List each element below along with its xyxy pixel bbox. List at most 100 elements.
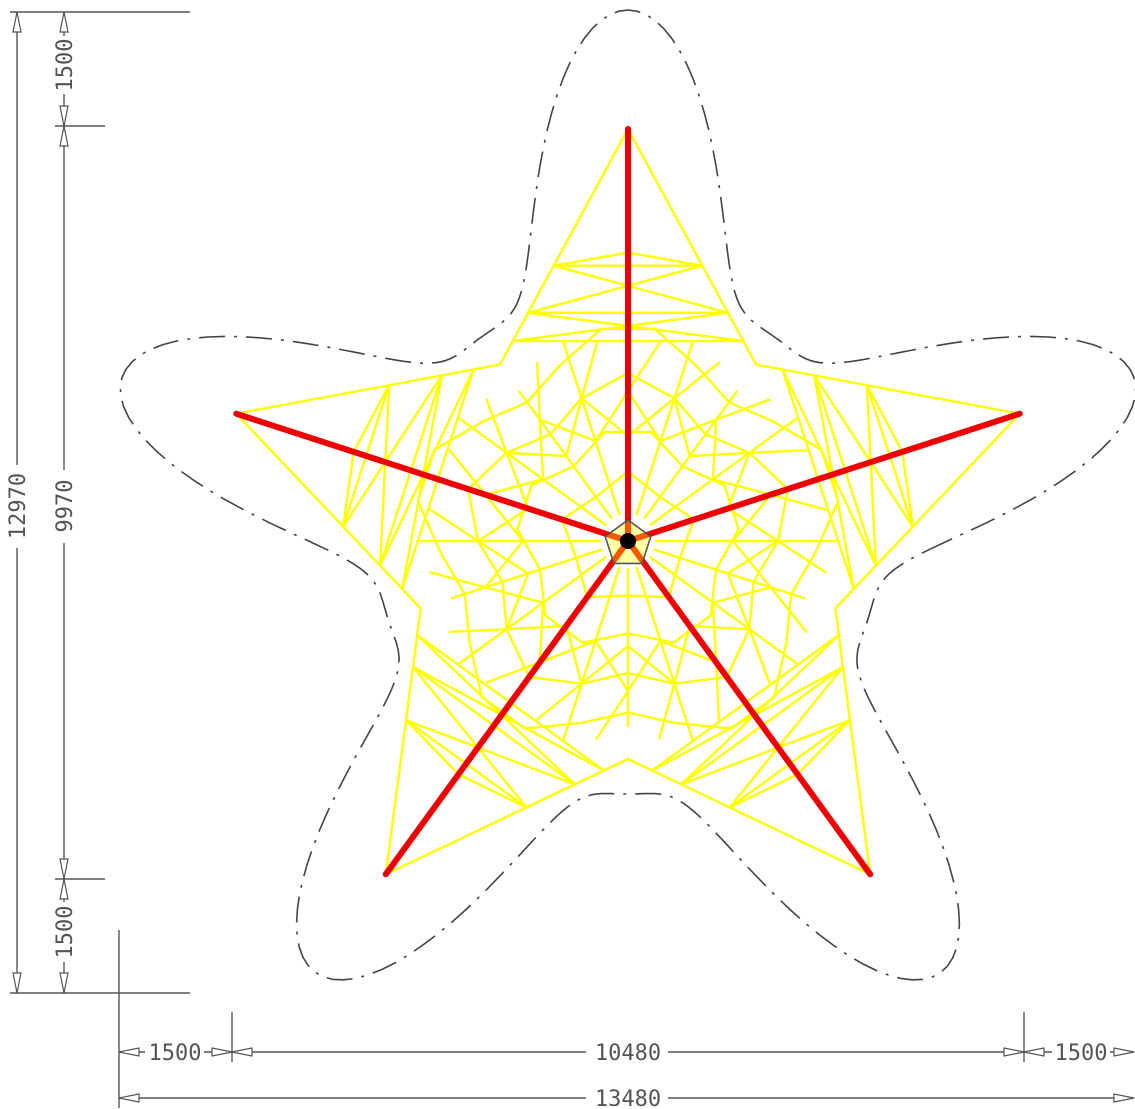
net-outline-rope xyxy=(626,757,872,876)
arrow-total-width-right xyxy=(1113,1093,1135,1103)
net-arm-diagonal xyxy=(342,450,355,528)
net-cross-rope xyxy=(748,628,771,684)
net-ring-rope xyxy=(673,397,707,436)
net-ring-rope xyxy=(433,420,485,452)
net-ring-rope xyxy=(516,528,542,571)
central-hub xyxy=(620,533,636,549)
net-ring-rope xyxy=(752,539,780,583)
net-cross-rope xyxy=(726,539,780,575)
net-cross-rope xyxy=(448,628,508,633)
net-outline-rope xyxy=(498,127,630,366)
net-arm-diagonal xyxy=(404,718,576,786)
arrow-top-clearance-bottom xyxy=(59,105,69,127)
net-ring-rope xyxy=(626,632,675,644)
net-ring-rope xyxy=(653,327,699,368)
net-ring-rope xyxy=(463,592,471,643)
arrow-total-width-left xyxy=(118,1093,140,1103)
net-cross-rope xyxy=(476,507,530,543)
net-cross-rope xyxy=(726,451,751,510)
net-cross-rope xyxy=(688,624,751,631)
net-cross-rope xyxy=(580,644,630,685)
net-arm-diagonal xyxy=(781,368,878,567)
net-arm-diagonal xyxy=(411,665,605,772)
net-ring-rope xyxy=(580,711,630,725)
net-ring-rope xyxy=(667,556,682,599)
net-ring-rope xyxy=(681,465,726,487)
net-cross-rope xyxy=(505,451,530,510)
net-ring-rope xyxy=(748,451,789,491)
net-ring-rope xyxy=(714,528,740,571)
net-ring-rope xyxy=(658,495,696,521)
net-cross-rope xyxy=(731,493,772,543)
net-spoke-rope xyxy=(635,566,695,742)
net-arm-diagonal xyxy=(552,251,630,267)
net-ring-rope xyxy=(572,430,607,468)
support-post-5 xyxy=(233,410,631,544)
net-arm-diagonal xyxy=(378,384,391,567)
net-cross-rope xyxy=(505,451,568,458)
net-arm-diagonal xyxy=(401,374,443,591)
net-cross-rope xyxy=(536,682,583,721)
net-ring-rope xyxy=(594,470,630,499)
net-cross-rope xyxy=(726,572,751,631)
net-arm-diagonal xyxy=(728,773,799,809)
net-cross-rope xyxy=(673,361,720,400)
net-ring-rope xyxy=(468,640,483,699)
net-ring-rope xyxy=(771,420,823,452)
net-ring-rope xyxy=(549,397,583,436)
support-post-3 xyxy=(625,538,874,878)
net-ring-rope xyxy=(626,671,676,685)
net-cross-rope xyxy=(538,418,597,443)
net-spoke-rope xyxy=(649,416,800,526)
net-cross-rope xyxy=(485,398,508,454)
net-cross-rope xyxy=(484,586,545,604)
arrow-net-height-top xyxy=(59,125,69,147)
net-cross-rope xyxy=(429,571,487,589)
net-cross-rope xyxy=(711,601,718,664)
net-outline-rope xyxy=(626,127,758,366)
net-cross-rope xyxy=(565,624,583,685)
dim-left-clearance: 1500 xyxy=(149,1041,202,1066)
net-ring-rope xyxy=(790,551,817,596)
net-ring-rope xyxy=(626,594,670,599)
dim-net-height: 9970 xyxy=(53,480,78,533)
net-ring-rope xyxy=(467,487,480,543)
net-cross-rope xyxy=(505,624,568,631)
arrow-right-clearance-left xyxy=(1023,1047,1045,1057)
net-arm-diagonal xyxy=(416,633,576,786)
arrow-bottom-clearance-bottom xyxy=(59,972,69,994)
net-cross-rope xyxy=(580,342,598,400)
net-spoke-rope xyxy=(456,556,607,666)
net-cross-rope xyxy=(484,539,525,589)
net-ring-rope xyxy=(581,632,630,644)
net-arm-diagonal xyxy=(411,665,528,809)
net-arm-diagonal xyxy=(511,311,730,343)
net-ring-rope xyxy=(439,551,466,596)
net-cross-rope xyxy=(484,493,525,543)
net-outline-rope xyxy=(754,363,1021,415)
net-arm-diagonal xyxy=(352,384,391,454)
net-cross-rope xyxy=(673,624,691,685)
net-ring-rope xyxy=(505,433,552,454)
net-spoke-rope xyxy=(561,340,621,516)
net-ring-rope xyxy=(574,556,589,599)
net-cross-rope xyxy=(769,586,808,633)
net-ring-rope xyxy=(560,518,578,560)
net-cross-rope xyxy=(595,689,630,740)
dim-net-width: 10480 xyxy=(595,1041,661,1066)
net-arm-diagonal xyxy=(680,718,852,786)
net-ring-rope xyxy=(523,721,583,730)
net-cross-rope xyxy=(626,639,662,693)
net-arm-diagonal xyxy=(796,718,852,776)
net-ring-rope xyxy=(727,401,774,423)
safety-zone-outline xyxy=(119,9,1135,981)
net-arm-diagonal xyxy=(626,251,704,267)
net-cross-rope xyxy=(726,507,780,543)
net-spoke-rope xyxy=(649,556,800,666)
net-arm-diagonal xyxy=(680,633,840,786)
net-ring-rope xyxy=(748,580,755,631)
net-spoke-rope xyxy=(561,566,621,742)
net-outline-rope xyxy=(834,607,872,876)
net-ring-rope xyxy=(538,568,547,617)
net-cross-rope xyxy=(688,451,751,458)
